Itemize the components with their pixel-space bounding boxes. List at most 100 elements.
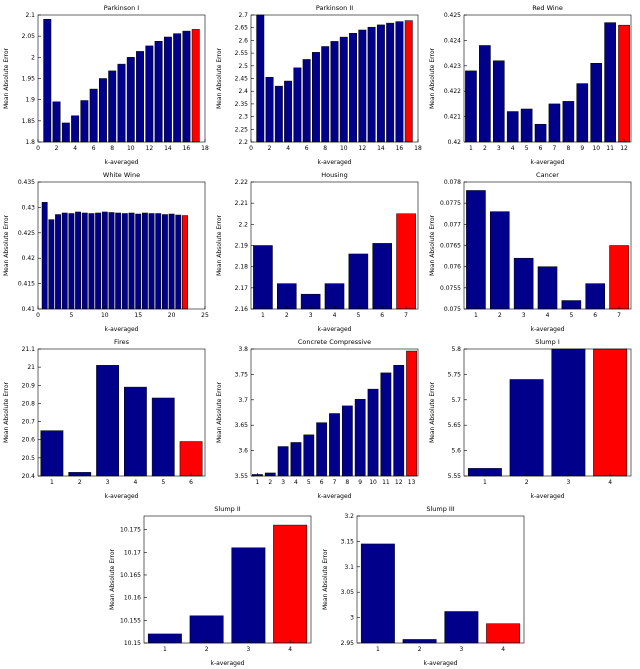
- y-tick-label: 0.076: [443, 264, 460, 271]
- y-tick-label: 2.25: [234, 126, 248, 133]
- bar-chart-svg: 2.2 2.25 2.3 2.35 2.4 2.45 2.5 2.55 2.6 2.65 2.7 0 2…: [216, 4, 422, 166]
- bar: [88, 213, 94, 310]
- bar: [283, 80, 292, 143]
- y-tick-label: 3.7: [238, 397, 248, 404]
- x-tick-label: 7: [617, 312, 621, 319]
- y-tick-label: 3.8: [238, 346, 248, 353]
- x-tick-label: 10: [100, 312, 108, 319]
- x-tick-label: 12: [358, 145, 366, 152]
- y-tick-label: 2.7: [238, 12, 248, 19]
- bar-chart-svg: 0.075 0.0755 0.076 0.0765 0.077 0.0775 0.078 1 2…: [429, 171, 631, 333]
- bar-highlight: [404, 20, 413, 143]
- x-tick-label: 8: [345, 479, 349, 486]
- bar: [163, 36, 172, 143]
- y-tick-label: 21: [27, 364, 35, 371]
- y-tick-label: 3.2: [344, 513, 354, 520]
- bar-highlight: [181, 215, 188, 310]
- y-tick-label: 1.8: [25, 139, 35, 146]
- bar: [154, 40, 163, 143]
- bar: [255, 14, 264, 143]
- bar-highlight: [395, 213, 416, 310]
- axes-box: [356, 515, 525, 644]
- chart-concrete-compressive: 3.55 3.6 3.65 3.7 3.75 3.8 1 2 3 4 5 6 7 8 9 10 11 12 13 Co…: [214, 334, 427, 501]
- bar: [161, 214, 168, 310]
- x-tick-label: 0: [249, 145, 253, 152]
- y-tick-label: 1.9: [25, 97, 35, 104]
- bar: [126, 57, 135, 143]
- bar: [265, 76, 274, 143]
- x-tick-label: 1: [163, 646, 167, 653]
- x-tick-label: 12: [620, 145, 628, 152]
- x-tick-label: 7: [332, 479, 336, 486]
- x-tick-label: 2: [524, 479, 528, 486]
- bar: [70, 115, 79, 143]
- chart-cancer: 0.075 0.0755 0.076 0.0765 0.077 0.0775 0.078 1 2…: [427, 167, 640, 334]
- x-tick-label: 7: [404, 312, 408, 319]
- bar: [61, 122, 70, 143]
- y-tick-label: 3.15: [341, 538, 355, 545]
- bar: [348, 253, 368, 310]
- bar: [376, 24, 385, 143]
- y-axis-label: Mean Absolute Error: [216, 381, 223, 443]
- x-tick-label: 2: [77, 479, 81, 486]
- bar: [252, 245, 273, 310]
- bar: [444, 611, 479, 644]
- y-tick-label: 5.65: [447, 422, 461, 429]
- x-tick-label: 10: [126, 145, 134, 152]
- bar: [520, 108, 532, 143]
- bar: [328, 413, 340, 477]
- x-tick-label: 9: [580, 145, 584, 152]
- bar: [98, 78, 107, 143]
- chart-parkinson-ii: 2.2 2.25 2.3 2.35 2.4 2.45 2.5 2.55 2.6 2.65 2.7 0 2…: [214, 0, 427, 167]
- bar: [274, 85, 283, 143]
- bar-highlight: [592, 348, 627, 477]
- x-tick-label: 8: [323, 145, 327, 152]
- y-tick-label: 0.42: [447, 139, 461, 146]
- y-tick-label: 20.9: [21, 382, 35, 389]
- x-tick-label: 6: [538, 145, 542, 152]
- x-tick-label: 1: [376, 646, 380, 653]
- bar: [148, 213, 154, 310]
- chart-fires: 20.4 20.5 20.6 20.7 20.8 20.9 21 21.1 1 2 3 4 5 6 Fire…: [1, 334, 214, 501]
- bar-chart-svg: 2.16 2.17 2.18 2.19 2.2 2.21 2.22 1 2 3 4 5 6 7 Housin…: [216, 171, 418, 333]
- bar: [128, 212, 134, 310]
- x-tick-label: 3: [496, 145, 500, 152]
- x-tick-label: 5: [569, 312, 573, 319]
- x-axis-label: k-averaged: [104, 493, 138, 500]
- bar: [341, 405, 353, 477]
- x-tick-label: 25: [201, 312, 209, 319]
- y-tick-label: 2.6: [238, 37, 248, 44]
- bar: [589, 63, 602, 143]
- bar: [394, 21, 403, 143]
- y-tick-label: 2.5: [238, 63, 248, 70]
- bar: [603, 22, 616, 143]
- x-tick-label: 0: [36, 312, 40, 319]
- x-tick-label: 2: [205, 646, 209, 653]
- x-tick-label: 3: [281, 479, 285, 486]
- y-tick-label: 5.8: [451, 346, 461, 353]
- chart-title: Fires: [114, 338, 130, 346]
- x-tick-label: 18: [201, 145, 209, 152]
- y-tick-label: 5.55: [447, 473, 461, 480]
- chart-slump-ii: 10.15 10.155 10.16 10.165 10.17 10.175 1 2 3 4 Slu…: [107, 501, 320, 668]
- bar-chart-svg: 10.15 10.155 10.16 10.165 10.17 10.175 1 2 3 4 Slu…: [109, 505, 312, 667]
- bar: [189, 615, 224, 644]
- x-tick-label: 2: [418, 646, 422, 653]
- bar: [101, 211, 108, 310]
- x-tick-label: 11: [606, 145, 614, 152]
- bar: [379, 372, 391, 477]
- y-axis-label: Mean Absolute Error: [109, 548, 116, 610]
- x-axis-label: k-averaged: [210, 660, 244, 667]
- x-tick-label: 3: [246, 646, 250, 653]
- bar-chart-svg: 1.8 1.85 1.9 1.95 2 2.05 2.1 0 2 4 6 8 10 12 14 16 18 Par…: [3, 4, 209, 166]
- x-tick-label: 4: [608, 479, 612, 486]
- y-tick-label: 1.85: [21, 118, 35, 125]
- y-tick-label: 0.424: [443, 37, 460, 44]
- x-tick-label: 20: [167, 312, 175, 319]
- x-tick-label: 2: [267, 145, 271, 152]
- bar: [41, 202, 48, 310]
- bar: [367, 26, 376, 143]
- y-axis-label: Mean Absolute Error: [3, 47, 10, 109]
- x-tick-label: 4: [288, 646, 292, 653]
